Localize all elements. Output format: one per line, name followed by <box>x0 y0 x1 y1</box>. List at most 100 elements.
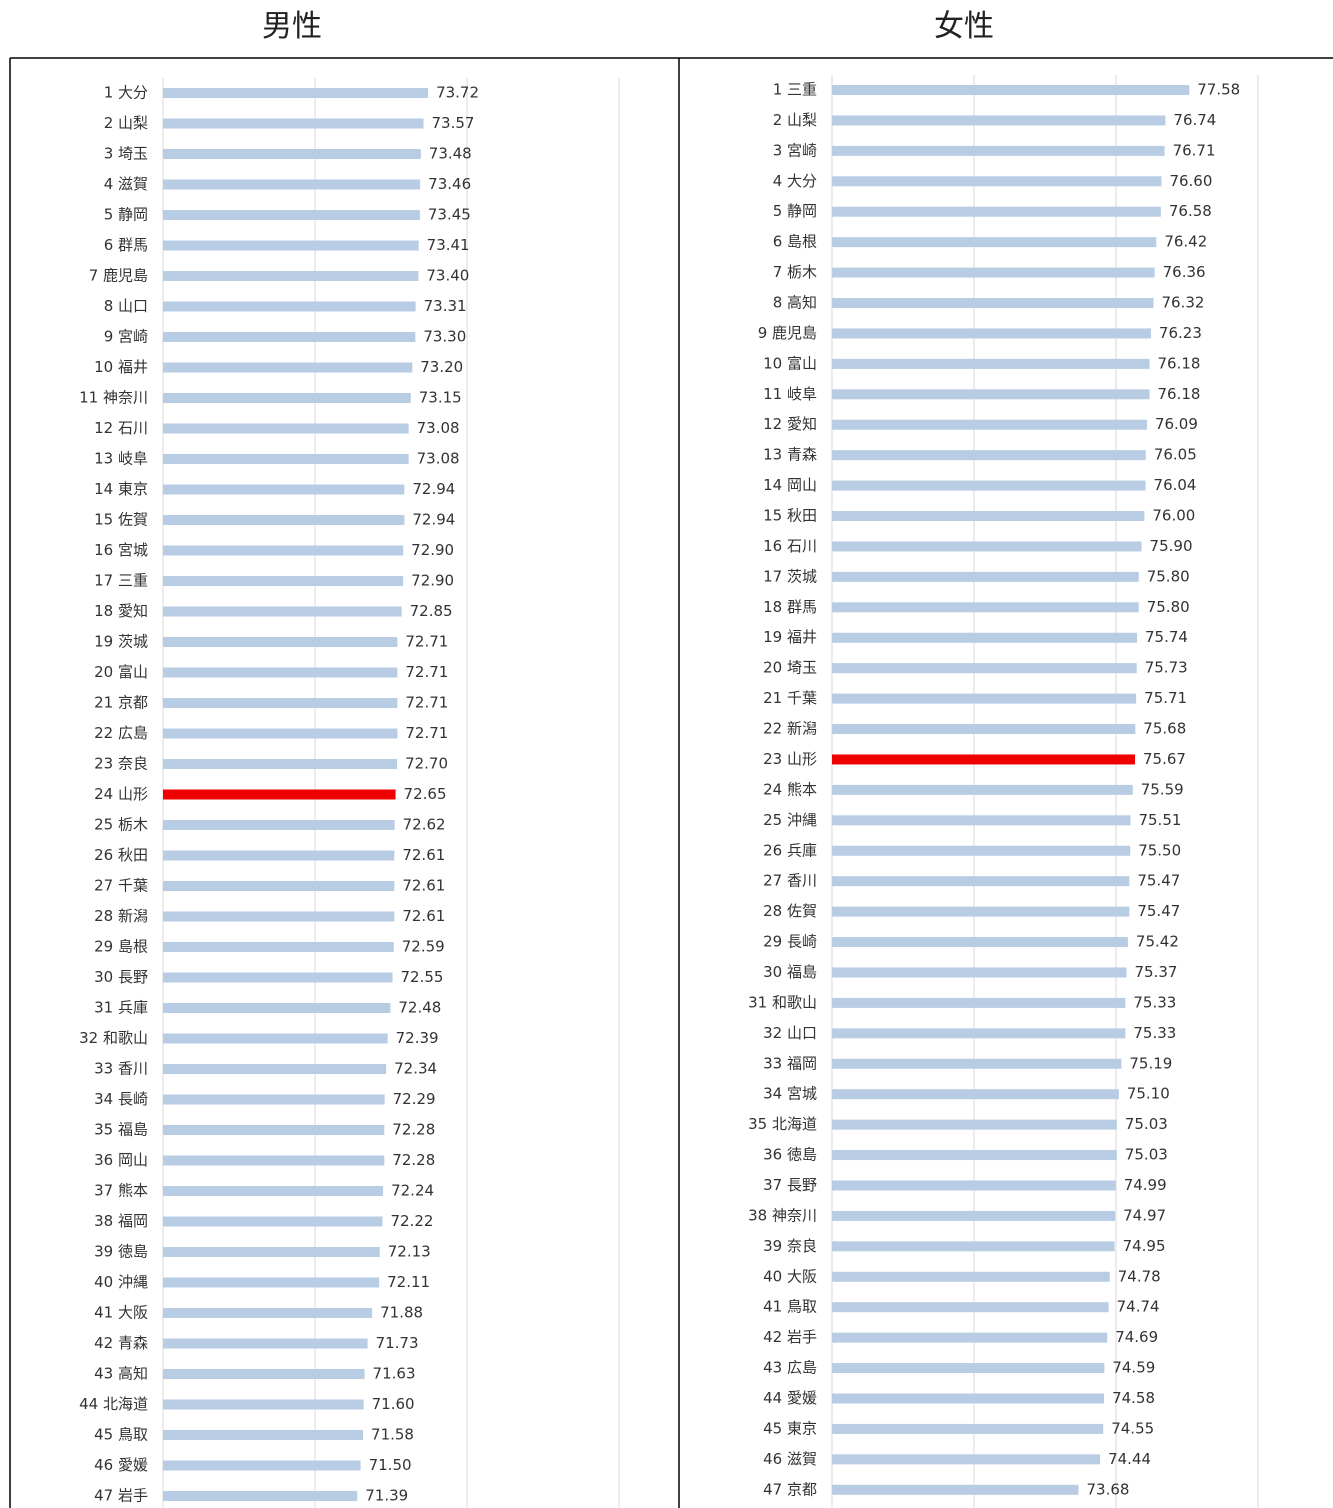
value-label: 73.40 <box>426 267 469 285</box>
bar <box>832 358 1150 369</box>
value-label: 71.58 <box>371 1426 414 1444</box>
bar <box>163 1155 385 1166</box>
bar <box>832 1332 1108 1343</box>
bar <box>163 820 395 830</box>
value-label: 71.63 <box>373 1365 416 1383</box>
category-label: 15 佐賀 <box>94 511 148 529</box>
value-label: 72.48 <box>398 999 441 1017</box>
value-label: 76.23 <box>1159 324 1202 342</box>
category-label: 21 京都 <box>94 694 148 712</box>
category-label: 33 福岡 <box>763 1054 817 1072</box>
value-label: 76.18 <box>1158 385 1201 403</box>
bar <box>163 1399 364 1410</box>
value-label: 72.13 <box>388 1243 431 1261</box>
bar <box>832 267 1155 278</box>
category-label: 9 鹿児島 <box>758 324 817 342</box>
value-label: 75.74 <box>1145 628 1188 646</box>
category-label: 19 福井 <box>763 628 817 646</box>
category-label: 43 広島 <box>763 1359 817 1377</box>
category-label: 27 香川 <box>763 872 817 890</box>
value-label: 72.11 <box>387 1273 430 1291</box>
bar <box>163 545 404 556</box>
value-label: 71.88 <box>380 1304 423 1322</box>
value-label: 75.67 <box>1143 750 1186 768</box>
bar <box>832 845 1131 856</box>
value-label: 72.70 <box>405 755 448 773</box>
category-label: 2 山梨 <box>104 114 148 132</box>
bar <box>832 571 1139 582</box>
bar <box>832 511 1145 522</box>
category-label: 34 宮城 <box>763 1085 817 1103</box>
value-label: 77.58 <box>1197 81 1240 99</box>
bar <box>832 389 1150 400</box>
bar <box>832 541 1142 552</box>
bar <box>832 85 1190 95</box>
value-label: 76.18 <box>1158 354 1201 372</box>
bar <box>163 88 429 98</box>
value-label: 75.03 <box>1125 1146 1168 1164</box>
bar <box>832 1484 1079 1495</box>
chart-title: 女性 <box>934 9 994 44</box>
bar <box>163 454 409 464</box>
value-label: 73.20 <box>420 358 463 376</box>
bar <box>832 206 1161 217</box>
value-label: 75.42 <box>1136 933 1179 951</box>
value-label: 75.03 <box>1125 1115 1168 1133</box>
category-label: 13 青森 <box>763 446 817 464</box>
category-label: 31 兵庫 <box>94 999 148 1017</box>
category-label: 35 北海道 <box>748 1115 817 1133</box>
category-label: 4 大分 <box>773 172 817 190</box>
value-label: 76.05 <box>1154 446 1197 464</box>
value-label: 75.71 <box>1144 689 1187 707</box>
value-label: 72.61 <box>402 846 445 864</box>
category-label: 41 大阪 <box>94 1304 148 1322</box>
category-label: 12 愛知 <box>763 415 817 433</box>
category-label: 19 茨城 <box>94 633 148 651</box>
bar <box>163 667 398 678</box>
bar <box>832 450 1146 461</box>
value-label: 72.28 <box>392 1151 435 1169</box>
value-label: 73.57 <box>432 114 475 132</box>
bar <box>163 1064 387 1074</box>
category-label: 4 滋賀 <box>104 175 148 193</box>
value-label: 76.74 <box>1173 111 1216 129</box>
category-label: 15 秋田 <box>763 507 817 525</box>
category-label: 43 高知 <box>94 1365 148 1383</box>
value-label: 72.94 <box>412 511 455 529</box>
category-label: 3 埼玉 <box>104 145 148 163</box>
bar <box>163 1125 385 1135</box>
value-label: 75.51 <box>1138 811 1181 829</box>
value-label: 74.97 <box>1123 1206 1166 1224</box>
bar <box>832 784 1133 795</box>
bar <box>832 1028 1126 1039</box>
value-label: 73.68 <box>1087 1480 1130 1498</box>
category-label: 22 新潟 <box>763 720 817 738</box>
value-label: 73.15 <box>419 389 462 407</box>
category-label: 26 秋田 <box>94 846 148 864</box>
category-label: 34 長崎 <box>94 1090 148 1108</box>
category-label: 30 長野 <box>94 968 148 986</box>
category-label: 36 岡山 <box>94 1151 148 1169</box>
value-label: 76.60 <box>1169 172 1212 190</box>
category-label: 25 沖縄 <box>763 811 817 829</box>
bar <box>832 115 1166 126</box>
bar <box>163 1430 364 1440</box>
category-label: 17 三重 <box>94 572 148 590</box>
category-label: 47 岩手 <box>94 1487 148 1505</box>
value-label: 73.45 <box>428 206 471 224</box>
bar <box>832 1423 1104 1434</box>
category-label: 5 静岡 <box>104 206 148 224</box>
bar <box>163 149 421 159</box>
category-label: 25 栃木 <box>94 816 148 834</box>
category-label: 40 大阪 <box>763 1267 817 1285</box>
value-label: 72.62 <box>403 816 446 834</box>
value-label: 76.32 <box>1161 294 1204 312</box>
bar <box>832 1241 1115 1252</box>
value-label: 72.71 <box>405 663 448 681</box>
value-label: 74.59 <box>1112 1359 1155 1377</box>
bar <box>832 419 1147 430</box>
category-label: 47 京都 <box>763 1480 817 1498</box>
bar <box>163 1216 383 1227</box>
category-label: 32 山口 <box>763 1024 817 1042</box>
value-label: 72.61 <box>402 877 445 895</box>
